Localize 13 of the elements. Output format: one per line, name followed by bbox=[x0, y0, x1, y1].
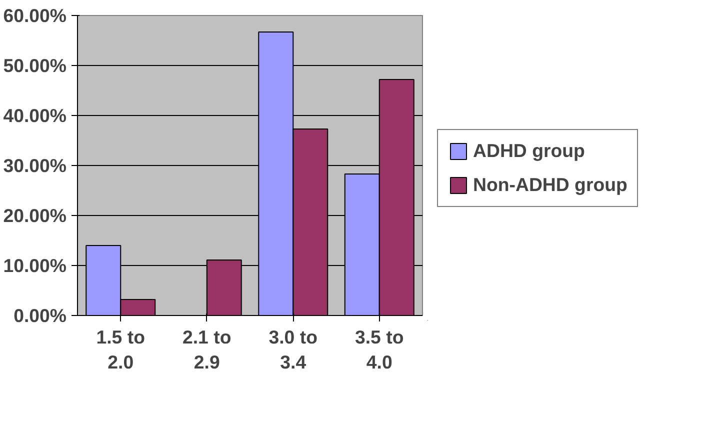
y-tick-label: 10.00% bbox=[3, 255, 67, 276]
y-tick-label: 50.00% bbox=[3, 55, 67, 76]
y-tick-label: 20.00% bbox=[3, 205, 67, 226]
y-tick-label: 60.00% bbox=[3, 5, 67, 26]
y-tick-label: 30.00% bbox=[3, 155, 67, 176]
x-tick-label: 3.0 to 3.4 bbox=[268, 326, 318, 373]
legend-label: Non-ADHD group bbox=[473, 174, 628, 196]
x-tick-label: 1.5 to 2.0 bbox=[96, 326, 145, 373]
y-tick-label: 40.00% bbox=[3, 105, 67, 126]
x-tick-label: 3.5 to 4.0 bbox=[355, 326, 404, 373]
x-tick-label: 2.1 to 2.9 bbox=[182, 326, 232, 373]
legend-label: ADHD group bbox=[473, 140, 585, 162]
y-tick-label: 0.00% bbox=[14, 305, 67, 326]
